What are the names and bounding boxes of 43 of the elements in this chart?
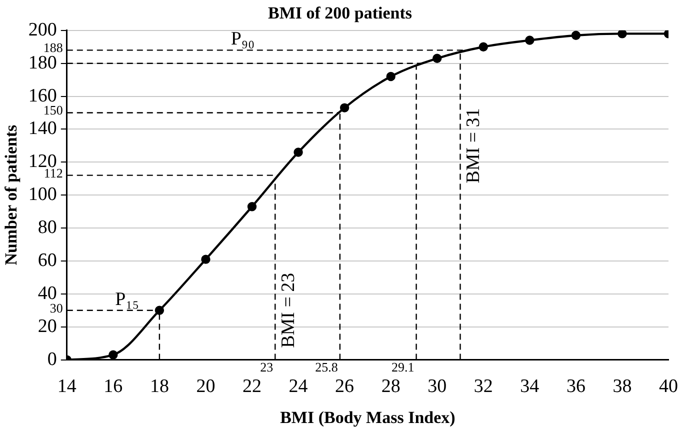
point bbox=[108, 350, 118, 360]
point bbox=[432, 54, 442, 63]
y-tick-label: 80 bbox=[38, 217, 57, 238]
x-tick-label: 30 bbox=[428, 376, 447, 398]
point bbox=[386, 72, 396, 82]
point bbox=[340, 103, 350, 112]
y-tick-label: 0 bbox=[47, 348, 57, 370]
ref-line-label: 25.8 bbox=[315, 360, 338, 375]
point bbox=[571, 30, 581, 40]
annotation: P₉₀ bbox=[230, 28, 255, 50]
point bbox=[154, 306, 164, 315]
point bbox=[201, 254, 210, 264]
point bbox=[525, 36, 534, 45]
ref-line-label: 29.1 bbox=[392, 360, 414, 375]
x-tick-label: 26 bbox=[335, 376, 354, 398]
point bbox=[247, 202, 257, 212]
point bbox=[478, 42, 488, 52]
ref-line-label: 23 bbox=[260, 360, 274, 375]
y-tick-label: 60 bbox=[38, 250, 57, 271]
x-tick-label: 38 bbox=[612, 376, 632, 398]
y-tick-label: 20 bbox=[38, 316, 57, 337]
chart-title: BMI of 200 patients bbox=[268, 4, 412, 23]
y-tick-label: 200 bbox=[28, 19, 57, 40]
x-tick-label: 14 bbox=[57, 376, 77, 398]
x-tick-label: 20 bbox=[196, 376, 216, 398]
x-tick-label: 28 bbox=[381, 376, 400, 398]
x-tick-label: 34 bbox=[520, 376, 540, 398]
point bbox=[618, 30, 627, 38]
x-tick-label: 24 bbox=[288, 376, 308, 398]
x-tick-label: 36 bbox=[566, 376, 586, 398]
x-tick-label: 22 bbox=[242, 376, 262, 398]
y-tick-label: 100 bbox=[28, 184, 57, 206]
x-tick-label: 18 bbox=[150, 376, 169, 398]
x-tick-label: 32 bbox=[474, 376, 493, 398]
y-tick-label: 140 bbox=[28, 118, 57, 140]
y-axis-title: Number of patients bbox=[2, 124, 21, 266]
point bbox=[294, 148, 303, 157]
annotation: BMI = 31 bbox=[463, 108, 484, 184]
x-tick-label: 16 bbox=[104, 376, 123, 398]
annotation: P₁₅ bbox=[115, 288, 139, 310]
x-axis-title: BMI (Body Mass Index) bbox=[280, 408, 456, 428]
annotation: BMI = 23 bbox=[278, 272, 300, 348]
x-tick-label: 40 bbox=[659, 376, 678, 398]
